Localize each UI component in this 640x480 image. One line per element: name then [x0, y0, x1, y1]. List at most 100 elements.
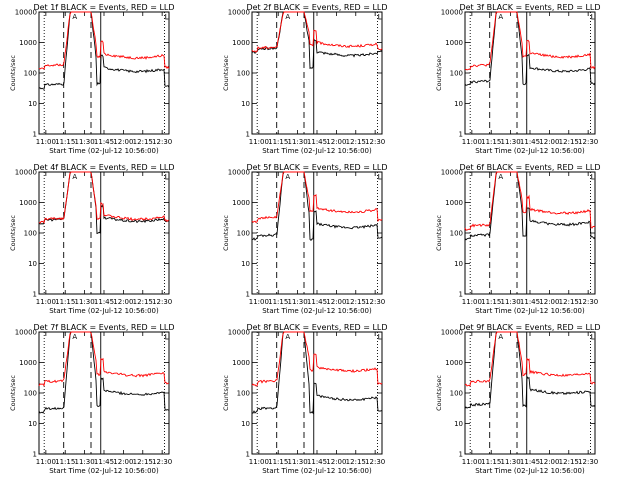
y-tick-label: 1 — [246, 451, 250, 459]
panel-title: Det 8f BLACK = Events, RED = LLD — [246, 323, 387, 332]
x-tick-label: 12:00 — [113, 138, 133, 146]
y-tick-label: 100 — [450, 390, 463, 398]
series-events — [464, 331, 596, 409]
x-tick-label: 11:45 — [307, 458, 327, 466]
flare-annotation: A — [285, 13, 290, 21]
y-axis-label: Counts/sec — [222, 215, 230, 251]
panel-det-5: Det 5f BLACK = Events, RED = LLD 1 10 100 10… — [222, 163, 388, 315]
flare-annotation: A — [285, 173, 290, 181]
x-tick-label: 11:30 — [75, 138, 95, 146]
x-tick-label: 11:30 — [501, 298, 521, 306]
plot-frame — [38, 171, 170, 295]
flare-annotation: A — [498, 173, 503, 181]
x-tick-label: 11:00 — [249, 458, 269, 466]
x-axis-label: Start Time (02-Jul-12 10:56:00) — [475, 147, 585, 155]
x-tick-label: 12:00 — [539, 138, 559, 146]
x-axis-label: Start Time (02-Jul-12 10:56:00) — [262, 307, 372, 315]
attenuator-glyph — [378, 14, 382, 20]
series-lld — [464, 171, 596, 231]
y-tick-label: 10 — [241, 260, 250, 268]
series-events — [38, 11, 170, 90]
x-tick-label: 11:45 — [94, 458, 114, 466]
panel-det-9: Det 9f BLACK = Events, RED = LLD 1 10 100 10… — [435, 323, 601, 475]
x-tick-label: 12:30 — [152, 458, 172, 466]
y-tick-label: 1000 — [445, 359, 463, 367]
series-lld — [251, 171, 383, 223]
x-tick-label: 11:15 — [268, 458, 288, 466]
panel-title: Det 3f BLACK = Events, RED = LLD — [459, 3, 600, 12]
y-tick-label: 10 — [241, 100, 250, 108]
plot-frame — [464, 171, 596, 295]
x-tick-label: 12:15 — [559, 458, 579, 466]
attenuator-glyph — [378, 174, 382, 180]
x-tick-label: 12:00 — [326, 298, 346, 306]
y-tick-label: 100 — [24, 390, 37, 398]
y-tick-label: 10 — [454, 100, 463, 108]
y-tick-label: 1 — [246, 131, 250, 139]
series-events — [251, 331, 383, 415]
attenuator-glyph — [591, 14, 595, 20]
x-tick-label: 11:00 — [36, 458, 56, 466]
y-axis-label: Counts/sec — [222, 55, 230, 91]
series-lld — [251, 11, 383, 53]
x-tick-label: 11:00 — [462, 458, 482, 466]
x-tick-label: 11:15 — [55, 458, 75, 466]
y-tick-label: 1000 — [445, 199, 463, 207]
attenuator-glyph — [378, 334, 382, 340]
attenuator-glyph — [165, 334, 169, 340]
x-tick-label: 11:30 — [288, 458, 308, 466]
x-tick-label: 12:15 — [346, 458, 366, 466]
panel-det-7: Det 7f BLACK = Events, RED = LLD 1 10 100 10… — [9, 323, 175, 475]
x-tick-label: 12:30 — [152, 138, 172, 146]
panel-title: Det 4f BLACK = Events, RED = LLD — [33, 163, 174, 172]
x-tick-label: 12:00 — [326, 138, 346, 146]
y-tick-label: 1000 — [232, 359, 250, 367]
panel-title: Det 7f BLACK = Events, RED = LLD — [33, 323, 174, 332]
plot-frame — [251, 171, 383, 295]
x-tick-label: 11:00 — [462, 138, 482, 146]
y-tick-label: 100 — [24, 70, 37, 78]
y-axis-label: Counts/sec — [9, 215, 17, 251]
x-tick-label: 12:00 — [113, 458, 133, 466]
x-tick-label: 11:00 — [36, 138, 56, 146]
panel-det-4: Det 4f BLACK = Events, RED = LLD 1 10 100 10… — [9, 163, 175, 315]
y-axis-label: Counts/sec — [222, 375, 230, 411]
y-tick-label: 100 — [237, 390, 250, 398]
panel-det-8: Det 8f BLACK = Events, RED = LLD 1 10 100 10… — [222, 323, 388, 475]
x-tick-label: 12:30 — [578, 458, 598, 466]
x-tick-label: 12:00 — [326, 458, 346, 466]
x-tick-label: 11:30 — [75, 298, 95, 306]
series-events — [464, 171, 596, 241]
x-tick-label: 12:00 — [539, 458, 559, 466]
y-tick-label: 10000 — [15, 169, 37, 177]
panel-title: Det 1f BLACK = Events, RED = LLD — [33, 3, 174, 12]
x-tick-label: 11:45 — [307, 298, 327, 306]
y-tick-label: 10000 — [15, 329, 37, 337]
x-tick-label: 11:15 — [55, 138, 75, 146]
flare-annotation: A — [498, 333, 503, 341]
y-tick-label: 10 — [28, 100, 37, 108]
y-tick-label: 100 — [450, 230, 463, 238]
y-tick-label: 10 — [241, 420, 250, 428]
x-tick-label: 11:45 — [520, 298, 540, 306]
x-tick-label: 11:30 — [75, 458, 95, 466]
x-tick-label: 12:30 — [152, 298, 172, 306]
x-axis-label: Start Time (02-Jul-12 10:56:00) — [49, 147, 159, 155]
attenuator-glyph — [591, 174, 595, 180]
y-tick-label: 1 — [33, 291, 37, 299]
x-tick-label: 12:15 — [133, 458, 153, 466]
series-events — [464, 11, 596, 86]
y-tick-label: 1 — [33, 131, 37, 139]
x-tick-label: 12:00 — [113, 298, 133, 306]
series-lld — [251, 331, 383, 387]
x-tick-label: 12:30 — [365, 458, 385, 466]
y-tick-label: 1000 — [232, 39, 250, 47]
x-axis-label: Start Time (02-Jul-12 10:56:00) — [475, 467, 585, 475]
attenuator-glyph — [165, 174, 169, 180]
x-tick-label: 11:45 — [94, 138, 114, 146]
y-tick-label: 10000 — [441, 329, 463, 337]
x-tick-label: 11:15 — [481, 458, 501, 466]
x-tick-label: 12:15 — [346, 138, 366, 146]
flare-annotation: A — [498, 13, 503, 21]
